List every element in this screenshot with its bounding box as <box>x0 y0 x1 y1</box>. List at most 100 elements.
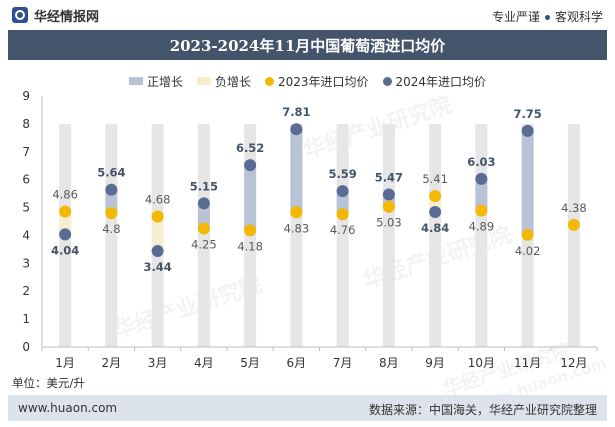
top-bar: 华经情报网 专业严谨 客观科学 <box>0 0 615 30</box>
background-column <box>382 123 395 347</box>
y-tick-label: 5 <box>22 201 30 215</box>
point-2024 <box>59 228 72 241</box>
x-tick-label: 7月 <box>333 356 353 370</box>
data-label-2024: 5.59 <box>328 167 356 181</box>
chart-title: 2023-2024年11月中国葡萄酒进口均价 <box>169 36 446 55</box>
unit-label: 单位：美元/升 <box>12 376 85 390</box>
data-label-2024: 5.64 <box>97 166 125 180</box>
x-tick-label: 10月 <box>468 356 495 370</box>
data-label-2024: 4.04 <box>51 243 79 257</box>
legend-item-positive[interactable]: 正增长 <box>128 73 183 90</box>
background-column <box>567 123 580 347</box>
data-label-2023: 4.38 <box>561 201 587 215</box>
data-label-2023: 5.03 <box>376 216 402 230</box>
data-label-2023: 4.8 <box>102 222 120 236</box>
footer-bar: www.huaon.com 数据来源：中国海关，华经产业研究院整理 <box>8 395 607 421</box>
legend-label-2023: 2023年进口均价 <box>277 74 369 89</box>
data-label-2024: 5.15 <box>190 179 218 193</box>
point-2024 <box>429 206 442 219</box>
y-tick-label: 6 <box>22 173 30 187</box>
data-label-2024: 4.84 <box>421 221 449 235</box>
y-tick-label: 0 <box>22 340 30 354</box>
background-column <box>197 123 210 347</box>
legend-label-2024: 2024年进口均价 <box>395 74 487 89</box>
y-tick-label: 3 <box>22 256 30 270</box>
point-2023 <box>567 218 580 231</box>
point-2024 <box>336 185 349 198</box>
background-column <box>429 123 442 347</box>
legend-swatch-negative <box>196 77 211 85</box>
data-label-2024: 7.81 <box>282 105 310 119</box>
range-bar-negative <box>59 211 72 235</box>
legend-item-negative[interactable]: 负增长 <box>196 73 251 90</box>
background-column <box>336 123 349 347</box>
chart-title-bar: 2023-2024年11月中国葡萄酒进口均价 <box>8 30 607 60</box>
legend-swatch-positive <box>128 77 143 85</box>
x-tick-label: 5月 <box>240 356 260 370</box>
point-2023 <box>105 207 118 220</box>
data-label-2024: 3.44 <box>143 260 171 274</box>
tagline-left: 专业严谨 <box>491 10 540 24</box>
legend-item-2024[interactable]: 2024年进口均价 <box>382 73 487 90</box>
tagline: 专业严谨 客观科学 <box>492 8 603 25</box>
data-label-2023: 4.76 <box>330 223 356 237</box>
point-2023 <box>382 200 395 213</box>
data-label-2023: 4.86 <box>52 187 78 201</box>
point-2024 <box>197 197 210 210</box>
data-label-2023: 4.68 <box>145 192 171 206</box>
point-2023 <box>290 206 303 219</box>
data-label-2024: 6.52 <box>236 141 264 155</box>
y-tick-label: 8 <box>22 117 30 131</box>
y-tick-label: 1 <box>22 312 30 326</box>
y-tick-label: 4 <box>22 228 30 242</box>
brand-logo-icon <box>12 7 28 23</box>
point-2024 <box>244 159 257 172</box>
point-2024 <box>521 124 534 137</box>
point-2024 <box>382 188 395 201</box>
background-column <box>105 123 118 347</box>
range-bar-positive <box>336 191 349 215</box>
point-2023 <box>336 208 349 221</box>
point-2024 <box>290 123 303 136</box>
x-tick-label: 2月 <box>102 356 122 370</box>
point-2024 <box>105 183 118 196</box>
x-tick-label: 3月 <box>148 356 168 370</box>
point-2023 <box>197 222 210 235</box>
range-bar-positive <box>197 203 210 229</box>
point-2024 <box>475 172 488 185</box>
range-bar-negative <box>151 216 164 252</box>
footer-website[interactable]: www.huaon.com <box>18 401 118 415</box>
x-tick-label: 8月 <box>379 356 399 370</box>
y-tick-label: 9 <box>22 89 30 103</box>
x-tick-label: 6月 <box>287 356 307 370</box>
data-label-2024: 5.47 <box>375 170 403 184</box>
data-label-2023: 4.02 <box>515 244 541 258</box>
range-bar-positive <box>290 129 303 213</box>
brand-name: 华经情报网 <box>34 9 100 25</box>
legend-label-positive: 正增长 <box>146 74 183 89</box>
range-bar-positive <box>244 165 257 231</box>
x-tick-label: 4月 <box>194 356 214 370</box>
tagline-dot-icon <box>544 15 550 20</box>
legend-label-negative: 负增长 <box>214 74 251 89</box>
legend-swatch-2023 <box>264 76 274 86</box>
x-tick-label: 1月 <box>55 356 75 370</box>
x-tick-label: 11月 <box>514 356 541 370</box>
point-2023 <box>59 205 72 218</box>
y-tick-label: 2 <box>22 284 30 298</box>
legend-item-2023[interactable]: 2023年进口均价 <box>264 73 369 90</box>
footer-source: 数据来源：中国海关，华经产业研究院整理 <box>368 403 597 417</box>
range-bar-positive <box>475 178 488 211</box>
data-label-2023: 5.41 <box>422 172 448 186</box>
brand-logo[interactable]: 华经情报网 <box>12 6 100 25</box>
data-label-2023: 4.83 <box>284 221 310 235</box>
data-label-2023: 4.25 <box>191 237 217 251</box>
range-bar-positive <box>521 130 534 235</box>
data-label-2023: 4.89 <box>469 220 495 234</box>
data-label-2024: 7.75 <box>513 107 541 121</box>
point-2024 <box>151 245 164 258</box>
legend-swatch-2024 <box>382 76 392 86</box>
point-2023 <box>244 224 257 237</box>
